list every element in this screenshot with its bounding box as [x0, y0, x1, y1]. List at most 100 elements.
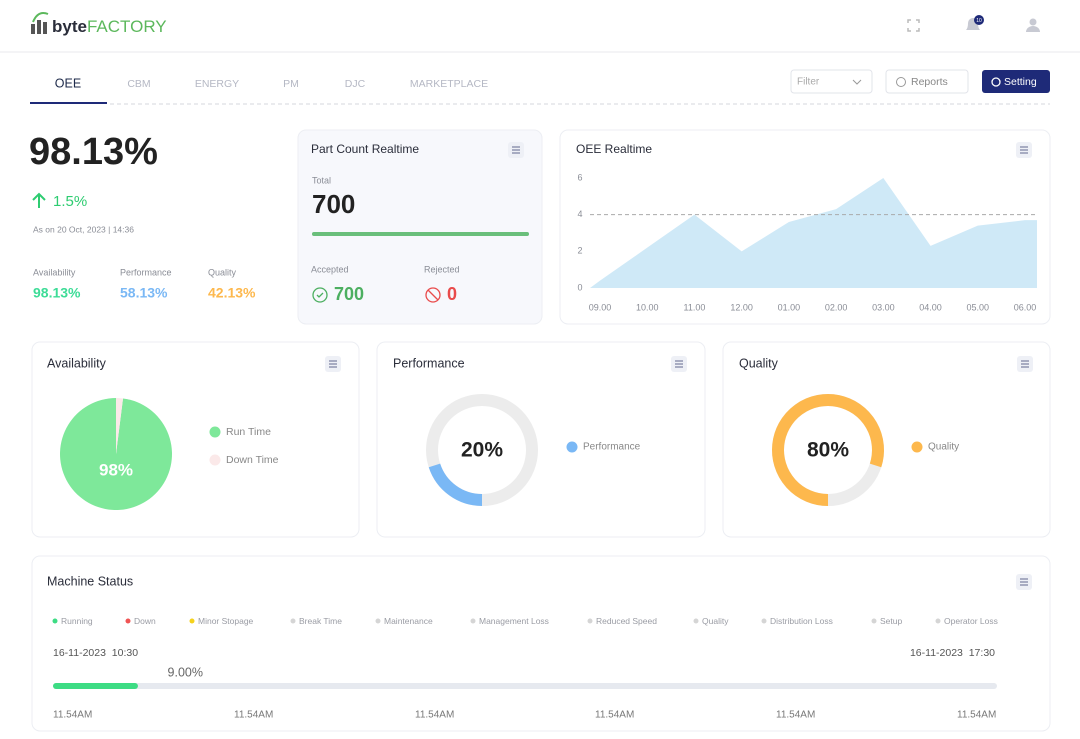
card-title: Machine Status [47, 574, 133, 588]
filter-dropdown[interactable] [790, 69, 873, 94]
donut-arc [772, 394, 884, 506]
legend-label: Distribution Loss [770, 616, 833, 626]
tab[interactable]: OEE [55, 76, 81, 90]
time-label: 11.54AM [53, 710, 92, 721]
card-menu[interactable] [1016, 142, 1032, 158]
legend-label: Running [61, 616, 93, 626]
tab[interactable]: DJC [345, 78, 366, 90]
legend-label: Operator Loss [944, 616, 998, 626]
fullscreen-icon[interactable] [907, 19, 920, 32]
y-tick-label: 0 [577, 282, 582, 292]
pie-label: 98% [99, 460, 133, 479]
pie-slice [116, 398, 124, 454]
total-label: Total [312, 175, 331, 185]
legend-dot [52, 618, 58, 624]
card-menu[interactable] [671, 356, 687, 372]
legend-label: Setup [880, 616, 902, 626]
legend-dot [375, 618, 381, 624]
legend-dot [693, 618, 699, 624]
x-tick-label: 06.00 [1014, 302, 1037, 312]
metric-label: Quality [208, 267, 237, 277]
legend-dot [290, 618, 296, 624]
y-tick-label: 6 [577, 172, 582, 182]
accepted-icon [312, 287, 328, 303]
metric-label: Availability [33, 267, 76, 277]
machine-status-card [31, 555, 1051, 732]
legend-label: Break Time [299, 616, 342, 626]
logo-bold: byte [52, 17, 87, 36]
rejected-label: Rejected [424, 264, 460, 274]
legend-label: Performance [583, 442, 641, 453]
legend-dot [566, 441, 578, 453]
setting-icon [991, 77, 1001, 87]
rejected-value: 0 [447, 284, 457, 304]
legend-label: Quality [702, 616, 729, 626]
status-progress [53, 683, 138, 689]
x-tick-label: 11.00 [684, 302, 706, 312]
metric-value: 42.13% [208, 285, 256, 301]
card-title: Part Count Realtime [311, 142, 419, 156]
up-arrow [32, 192, 46, 208]
dropdown-arrow [852, 79, 862, 85]
setting-button[interactable] [982, 70, 1050, 93]
legend-dot [209, 454, 221, 466]
filter-label: Filter [797, 77, 820, 88]
total-value: 700 [312, 189, 355, 219]
legend-label: Down Time [226, 454, 279, 466]
card-menu[interactable] [1017, 356, 1033, 372]
legend-label: Down [134, 616, 156, 626]
time-label: 11.54AM [957, 710, 996, 721]
performance-card [376, 341, 706, 538]
card-title: Performance [393, 356, 465, 370]
legend-dot [587, 618, 593, 624]
pie-slice [59, 398, 172, 511]
tab[interactable]: PM [283, 78, 299, 90]
logo: byteFACTORY [52, 17, 167, 36]
time-label: 11.54AM [234, 710, 273, 721]
time-label: 11.54AM [776, 710, 815, 721]
accepted-value: 700 [334, 284, 364, 304]
user-icon[interactable] [1026, 18, 1040, 33]
card-title: Quality [739, 356, 779, 370]
oee-change: 1.5% [53, 193, 87, 210]
x-tick-label: 05.00 [967, 302, 990, 312]
notification-icon[interactable]: 10 [966, 15, 984, 30]
card-menu[interactable] [1016, 574, 1032, 590]
y-tick-label: 4 [577, 209, 582, 219]
metric-value: 98.13% [33, 285, 81, 301]
metric-label: Performance [120, 267, 172, 277]
check [316, 292, 324, 298]
tab[interactable]: CBM [127, 78, 150, 90]
legend-label: Reduced Speed [596, 616, 657, 626]
rejected-icon [425, 287, 441, 303]
card-menu[interactable] [508, 142, 524, 158]
donut-label: 20% [461, 439, 503, 462]
quality-card [722, 341, 1051, 538]
logo-icon [31, 12, 49, 34]
card-title: Availability [47, 356, 107, 370]
metric-value: 58.13% [120, 285, 168, 301]
as-on: As on 20 Oct, 2023 | 14:36 [33, 224, 134, 234]
accepted-bar [312, 232, 529, 236]
reports-icon [896, 77, 906, 87]
end-time: 16-11-2023 17:30 [910, 647, 995, 659]
legend-dot [935, 618, 941, 624]
x-tick-label: 12.00 [730, 302, 753, 312]
header [0, 0, 1080, 52]
notification-count: 10 [976, 18, 982, 24]
x-tick-label: 10.00 [636, 302, 659, 312]
tab[interactable]: ENERGY [195, 78, 239, 90]
reports-button[interactable] [885, 69, 969, 94]
active-tab-indicator [30, 102, 107, 104]
progress-label: 9.00% [168, 665, 203, 679]
start-time: 16-11-2023 10:30 [53, 647, 138, 659]
legend-dot [761, 618, 767, 624]
card-menu[interactable] [325, 356, 341, 372]
x-tick-label: 01.00 [778, 302, 801, 312]
x-tick-label: 03.00 [872, 302, 895, 312]
x-tick-label: 02.00 [825, 302, 848, 312]
tab[interactable]: MARKETPLACE [410, 78, 488, 90]
time-label: 11.54AM [595, 710, 634, 721]
legend-dot [871, 618, 877, 624]
